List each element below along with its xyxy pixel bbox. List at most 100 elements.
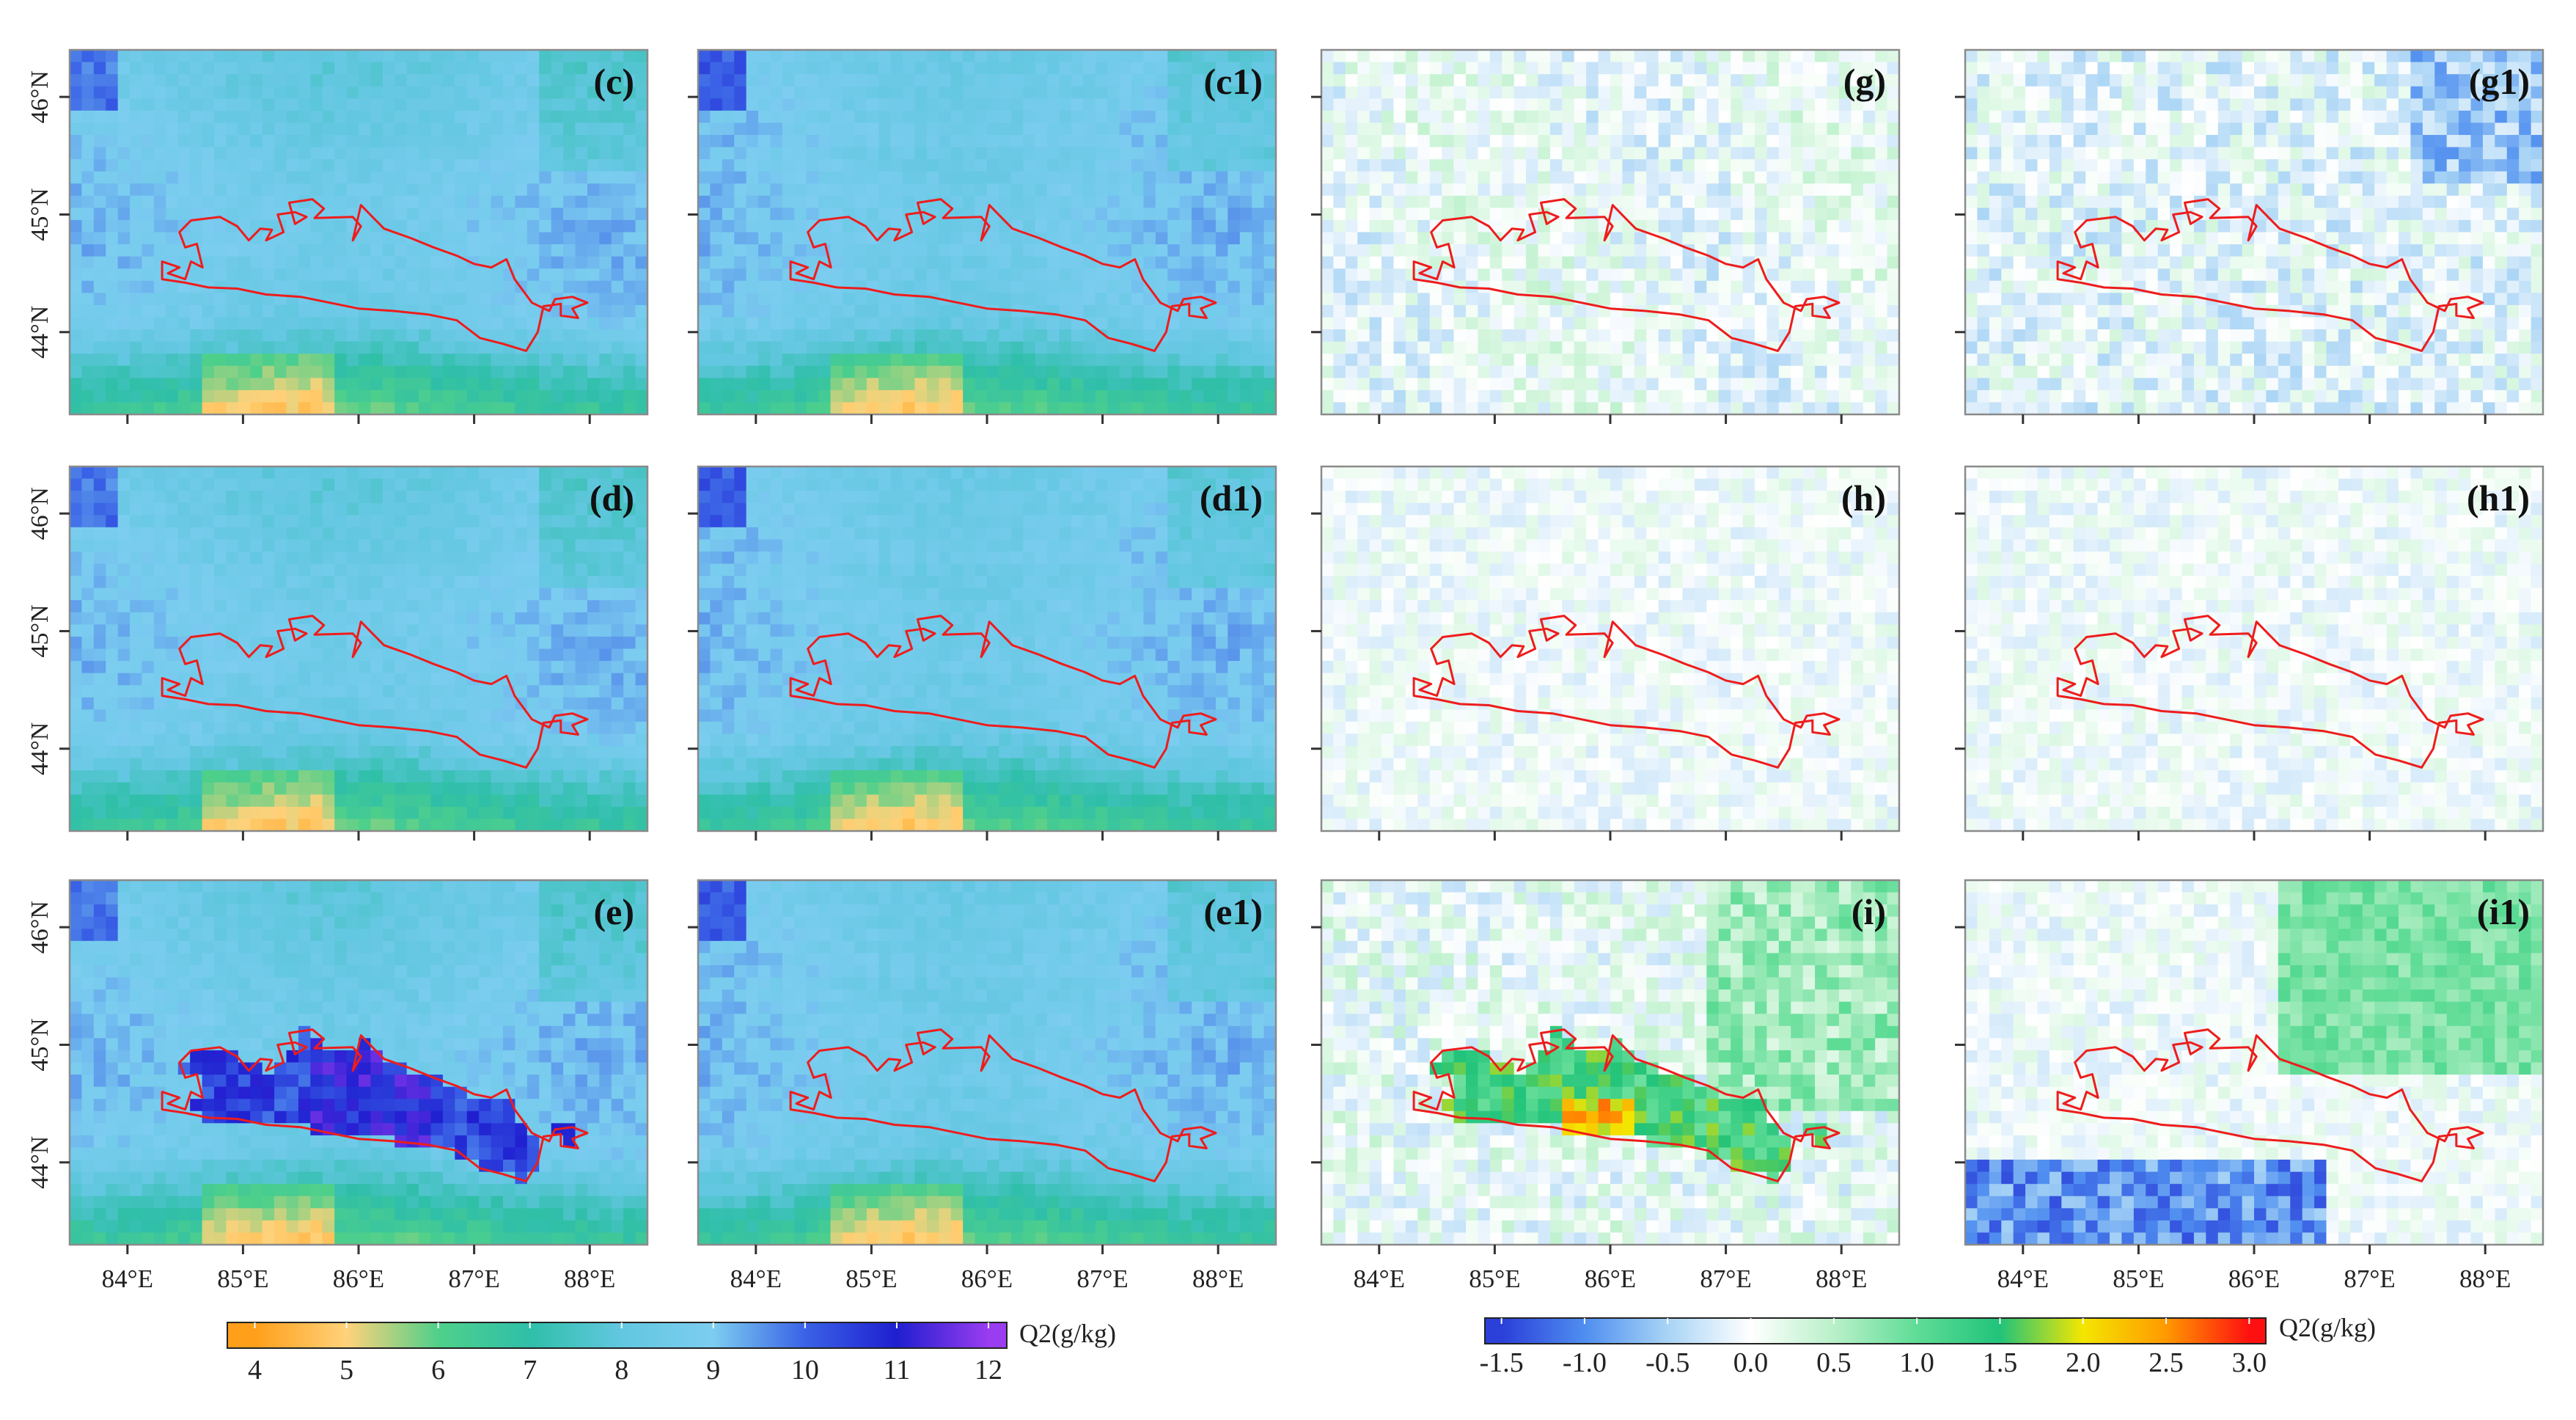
heatmap-cell — [93, 365, 106, 378]
heatmap-cell — [1815, 147, 1828, 160]
panel-label: (c1) — [1204, 61, 1263, 102]
heatmap-cell — [310, 232, 323, 245]
heatmap-cell — [2001, 147, 2014, 160]
heatmap-cell — [2073, 195, 2086, 208]
heatmap-cell — [539, 147, 552, 160]
heatmap-cell — [878, 304, 892, 318]
heatmap-cell — [2025, 159, 2039, 172]
heatmap-cell — [1131, 110, 1145, 123]
heatmap-cell — [2133, 147, 2146, 160]
heatmap-cell — [238, 317, 251, 330]
heatmap-cell — [81, 147, 95, 160]
heatmap-cell — [419, 122, 432, 136]
heatmap-cell — [1755, 183, 1768, 197]
heatmap-cell — [1263, 317, 1276, 330]
heatmap-cell — [1345, 171, 1358, 184]
heatmap-cell — [370, 329, 384, 343]
heatmap-cell — [359, 378, 372, 391]
heatmap-cell — [1393, 208, 1406, 221]
heatmap-cell — [1083, 389, 1096, 403]
heatmap-cell — [758, 268, 771, 282]
heatmap-cell — [623, 293, 636, 306]
heatmap-cell — [1417, 110, 1431, 123]
heatmap-cell — [1863, 280, 1876, 293]
heatmap-cell — [346, 268, 359, 282]
heatmap-cell — [746, 402, 759, 414]
heatmap-cell — [1059, 341, 1072, 354]
heatmap-cell — [635, 134, 647, 148]
heatmap-cell — [1887, 183, 1899, 197]
heatmap-cell — [1622, 317, 1635, 330]
heatmap-cell — [1574, 98, 1587, 111]
heatmap-cell — [698, 341, 711, 354]
heatmap-cell — [710, 159, 723, 172]
heatmap-cell — [843, 293, 856, 306]
heatmap-cell — [1381, 293, 1395, 306]
heatmap-cell — [1766, 317, 1780, 330]
heatmap-cell — [1321, 171, 1335, 184]
heatmap-cell — [2037, 74, 2050, 87]
heatmap-cell — [1333, 389, 1346, 403]
heatmap-cell — [1179, 317, 1192, 330]
heatmap-cell — [430, 110, 444, 123]
heatmap-cell — [975, 50, 988, 63]
heatmap-cell — [722, 50, 735, 63]
heatmap-cell — [782, 122, 795, 136]
heatmap-cell — [710, 195, 723, 208]
heatmap-cell — [526, 304, 540, 318]
heatmap-cell — [2157, 244, 2170, 257]
heatmap-cell — [1755, 304, 1768, 318]
heatmap-cell — [722, 341, 735, 354]
heatmap-cell — [1502, 365, 1515, 378]
heatmap-cell — [1215, 208, 1228, 221]
heatmap-cell — [1538, 354, 1551, 367]
heatmap-cell — [466, 74, 480, 87]
heatmap-cell — [806, 74, 819, 87]
heatmap-cell — [382, 98, 395, 111]
heatmap-cell — [539, 62, 552, 75]
heatmap-cell — [1466, 244, 1479, 257]
heatmap-cell — [587, 329, 600, 343]
heatmap-cell — [491, 354, 504, 367]
heatmap-cell — [782, 86, 795, 99]
heatmap-cell — [479, 244, 492, 257]
heatmap-cell — [515, 293, 528, 306]
heatmap-cell — [1863, 86, 1876, 99]
heatmap-cell — [406, 50, 419, 63]
heatmap-cell — [1574, 171, 1587, 184]
heatmap-cell — [1766, 402, 1780, 414]
y-tick-label: 44°N — [26, 306, 54, 359]
heatmap-cell — [1863, 354, 1876, 367]
heatmap-cell — [1203, 86, 1217, 99]
heatmap-cell — [2181, 62, 2195, 75]
heatmap-cell — [1610, 354, 1623, 367]
heatmap-cell — [734, 268, 747, 282]
heatmap-cell — [1742, 293, 1755, 306]
heatmap-cell — [1107, 402, 1120, 414]
heatmap-cell — [1321, 341, 1335, 354]
heatmap-cell — [866, 293, 879, 306]
heatmap-cell — [1622, 134, 1635, 148]
heatmap-cell — [1815, 280, 1828, 293]
heatmap-cell — [794, 62, 807, 75]
heatmap-cell — [2146, 256, 2159, 269]
heatmap-cell — [1802, 365, 1816, 378]
heatmap-cell — [2157, 365, 2170, 378]
heatmap-cell — [238, 244, 251, 257]
heatmap-cell — [926, 219, 939, 233]
heatmap-cell — [746, 365, 759, 378]
heatmap-cell — [1381, 232, 1395, 245]
heatmap-cell — [1010, 402, 1024, 414]
heatmap-cell — [1549, 134, 1563, 148]
heatmap-cell — [1562, 304, 1575, 318]
heatmap-cell — [382, 195, 395, 208]
heatmap-cell — [1489, 317, 1502, 330]
heatmap-cell — [1131, 219, 1145, 233]
heatmap-cell — [1634, 50, 1647, 63]
heatmap-cell — [1791, 244, 1804, 257]
heatmap-cell — [1143, 378, 1156, 391]
heatmap-cell — [1610, 329, 1623, 343]
heatmap-cell — [286, 244, 299, 257]
heatmap-cell — [455, 304, 468, 318]
heatmap-cell — [2170, 134, 2183, 148]
